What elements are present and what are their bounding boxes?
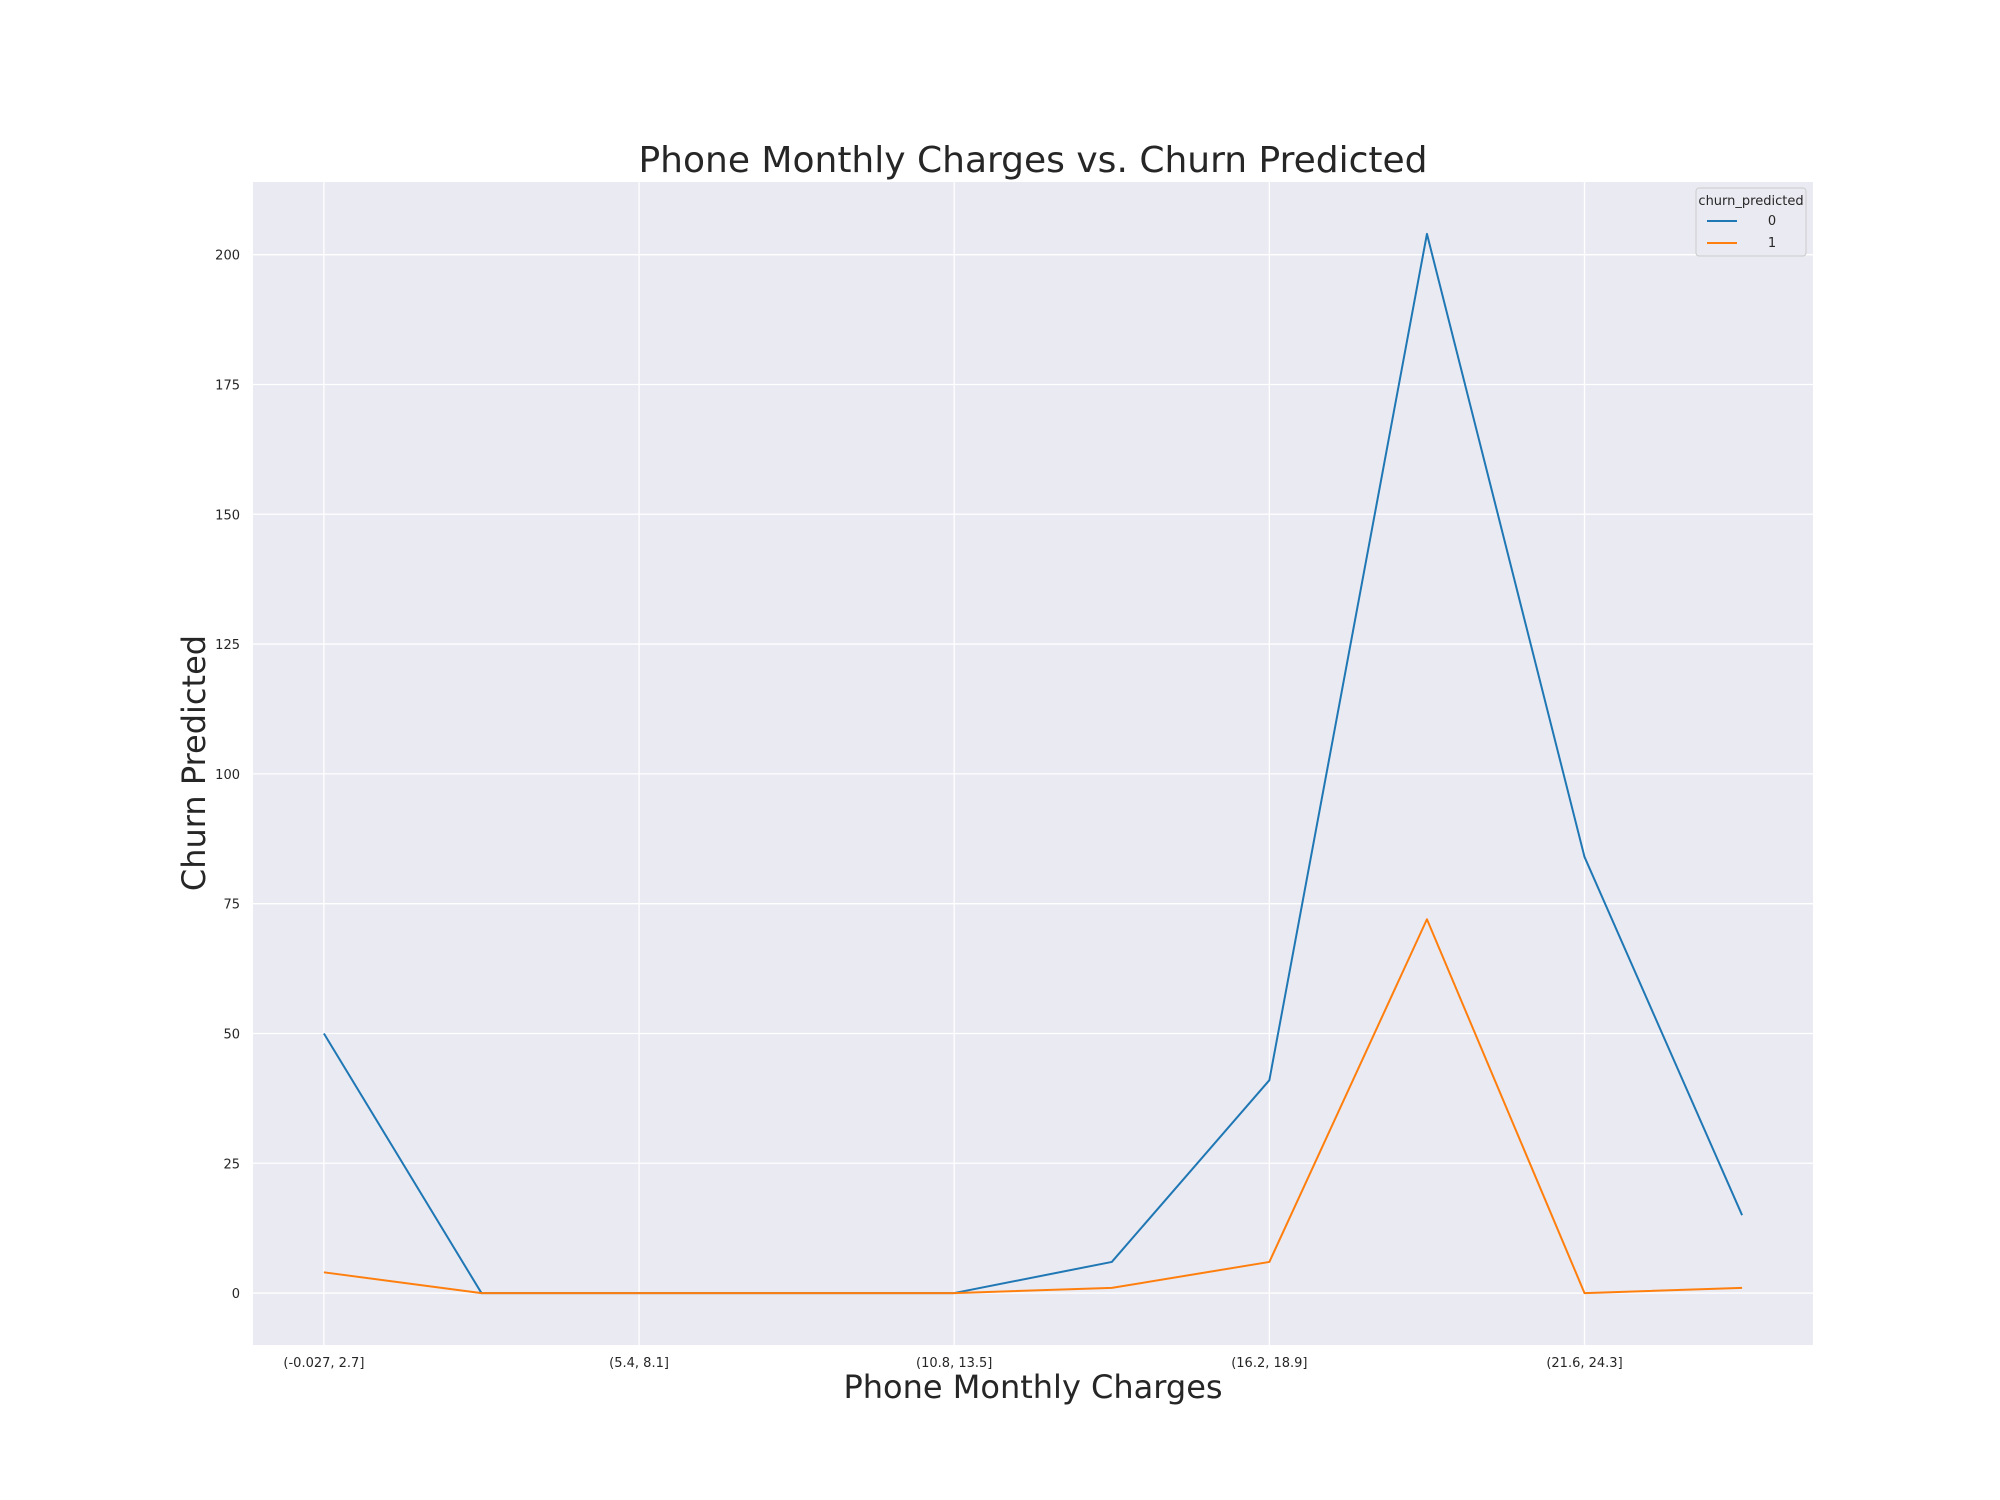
legend: churn_predicted 0 1 <box>1695 187 1807 257</box>
y-tick-labels: 0 25 50 75 100 125 150 175 200 <box>215 249 240 1302</box>
legend-label-1: 1 <box>1768 236 1776 251</box>
grid-lines <box>253 182 1813 1345</box>
x-tick-label: (5.4, 8.1] <box>609 1356 669 1371</box>
y-tick-label: 100 <box>215 768 240 783</box>
x-tick-label: (-0.027, 2.7] <box>283 1356 364 1371</box>
legend-title: churn_predicted <box>1698 194 1803 209</box>
x-tick-labels: (-0.027, 2.7] (5.4, 8.1] (10.8, 13.5] (16.2… <box>283 1356 1622 1371</box>
y-tick-label: 150 <box>215 508 240 523</box>
y-tick-label: 0 <box>232 1287 240 1302</box>
y-tick-label: 75 <box>223 898 240 913</box>
y-tick-label: 200 <box>215 249 240 264</box>
chart-title: Phone Monthly Charges vs. Churn Predicte… <box>638 140 1427 181</box>
x-tick-label: (16.2, 18.9] <box>1231 1356 1307 1371</box>
y-tick-label: 25 <box>223 1157 240 1172</box>
x-tick-label: (10.8, 13.5] <box>916 1356 992 1371</box>
legend-box <box>1695 187 1807 257</box>
y-axis-label: Churn Predicted <box>175 635 213 891</box>
y-tick-label: 125 <box>215 638 240 653</box>
plot-area <box>253 182 1813 1345</box>
series-line-1 <box>323 918 1743 1295</box>
y-tick-label: 50 <box>223 1027 240 1042</box>
series-lines <box>323 232 1744 1295</box>
x-axis-label: Phone Monthly Charges <box>843 1368 1222 1406</box>
y-tick-label: 175 <box>215 378 240 393</box>
legend-label-0: 0 <box>1768 214 1776 229</box>
x-tick-label: (21.6, 24.3] <box>1546 1356 1622 1371</box>
